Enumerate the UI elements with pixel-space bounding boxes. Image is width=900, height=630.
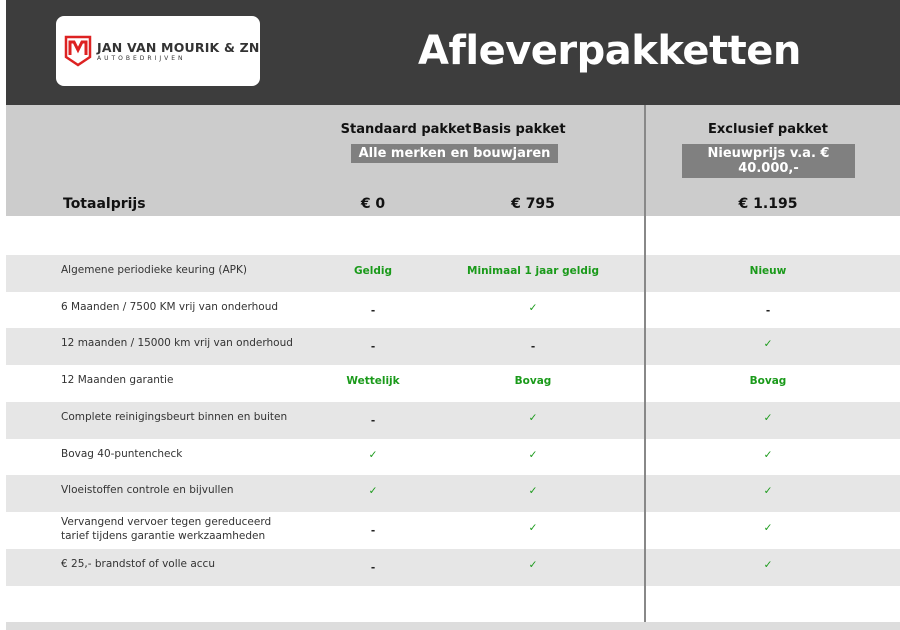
row-label: Vervangend vervoer tegen gereduceerd tar… (61, 515, 272, 542)
row-label: Algemene periodieke keuring (APK) (61, 264, 248, 276)
check-icon: ✓ (528, 558, 538, 571)
table-row: Complete reinigingsbeurt binnen en buite… (6, 401, 900, 439)
row-value: Minimaal 1 jaar geldig (467, 265, 599, 277)
total-label: Totaalprijs (63, 196, 146, 212)
row-value: Bovag (749, 375, 787, 388)
row-value: Geldig (354, 265, 392, 277)
check-icon: ✓ (763, 411, 773, 424)
package-basis: Basis pakket (472, 122, 566, 137)
row-value: - (370, 524, 376, 537)
check-icon: ✓ (528, 521, 538, 534)
check-icon: ✓ (528, 411, 538, 424)
check-icon: ✓ (368, 448, 378, 461)
bottom-strip (6, 622, 900, 630)
package-standaard: Standaard pakket (340, 122, 472, 137)
page-title: Afleverpakketten (418, 28, 801, 74)
row-label: 12 Maanden garantie (61, 374, 174, 387)
row-label: 6 Maanden / 7500 KM vrij van onderhoud (61, 300, 279, 313)
row-value: Wettelijk (346, 375, 400, 388)
logo-m-icon (64, 35, 92, 67)
row-value: Nieuw (749, 265, 787, 277)
price-standaard: € 0 (360, 196, 386, 212)
row-value: - (530, 341, 536, 354)
row-label: Complete reinigingsbeurt binnen en buite… (61, 410, 288, 423)
price-basis: € 795 (511, 196, 555, 212)
package-header: Standaard pakket Basis pakket Exclusief … (6, 105, 900, 216)
check-icon: ✓ (763, 521, 773, 534)
check-icon: ✓ (528, 485, 538, 498)
table-row: Algemene periodieke keuring (APK) Geldig M… (6, 255, 900, 292)
row-value: - (765, 304, 771, 317)
check-icon: ✓ (763, 448, 773, 461)
table-row: 6 Maanden / 7500 KM vrij van onderhoud - ✓… (6, 292, 900, 329)
row-value: - (370, 341, 376, 354)
table-row: Vloeistoffen controle en bijvullen ✓ ✓ ✓ (6, 475, 900, 513)
band-all-brands: Alle merken en bouwjaren (351, 144, 558, 163)
row-label: 12 maanden / 15000 km vrij van onderhoud (61, 337, 293, 350)
package-exclusief: Exclusief pakket (708, 122, 828, 137)
logo-name: JAN VAN MOURIK & ZN (97, 40, 260, 55)
row-value: Bovag (514, 375, 552, 388)
table-row: Bovag 40-puntencheck ✓ ✓ ✓ (6, 439, 900, 476)
logo[interactable]: JAN VAN MOURIK & ZN AUTOBEDRIJVEN (56, 16, 260, 86)
row-value: - (370, 304, 376, 317)
row-label: Bovag 40-puntencheck (61, 447, 183, 460)
check-icon: ✓ (528, 448, 538, 461)
column-divider (644, 105, 646, 630)
row-value: - (370, 414, 376, 427)
row-label: Vloeistoffen controle en bijvullen (61, 484, 234, 497)
row-label: € 25,- brandstof of volle accu (61, 557, 215, 570)
check-icon: ✓ (763, 485, 773, 498)
table-row: 12 Maanden garantie Wettelijk Bovag Bovag (6, 365, 900, 402)
table-row: Vervangend vervoer tegen gereduceerd tar… (6, 512, 900, 549)
table-row: 12 maanden / 15000 km vrij van onderhoud… (6, 328, 900, 366)
check-icon: ✓ (763, 338, 773, 351)
table-row: € 25,- brandstof of volle accu - ✓ ✓ (6, 548, 900, 586)
check-icon: ✓ (368, 485, 378, 498)
band-new-price: Nieuwprijs v.a. € 40.000,- (682, 144, 855, 178)
check-icon: ✓ (763, 558, 773, 571)
check-icon: ✓ (528, 301, 538, 314)
logo-sub: AUTOBEDRIJVEN (97, 55, 186, 62)
price-exclusief: € 1.195 (738, 196, 798, 212)
row-value: - (370, 561, 376, 574)
